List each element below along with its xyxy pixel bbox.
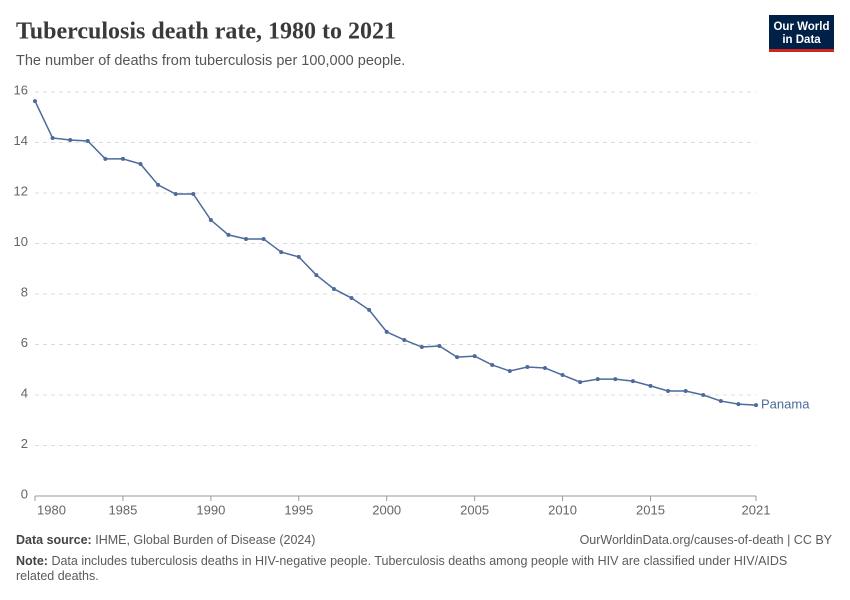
point bbox=[296, 254, 301, 259]
point bbox=[525, 364, 530, 369]
point bbox=[578, 380, 583, 385]
logo-text: in Data bbox=[782, 34, 821, 46]
source-label: Data source: bbox=[16, 533, 92, 547]
point bbox=[472, 354, 477, 359]
point bbox=[261, 236, 266, 241]
x-tick-label: 2021 bbox=[742, 502, 771, 517]
chart-title: Tuberculosis death rate, 1980 to 2021 bbox=[16, 19, 396, 45]
point bbox=[50, 135, 55, 140]
source: Data source: IHME, Global Burden of Dise… bbox=[16, 533, 315, 548]
y-tick-label: 14 bbox=[14, 133, 28, 148]
point bbox=[156, 182, 161, 187]
point bbox=[718, 399, 723, 404]
y-tick-label: 0 bbox=[21, 486, 28, 501]
note: Note: Data includes tuberculosis deaths … bbox=[16, 554, 816, 584]
point bbox=[736, 402, 741, 407]
note-text: Data includes tuberculosis deaths in HIV… bbox=[16, 554, 788, 583]
point bbox=[560, 373, 565, 378]
point bbox=[279, 250, 284, 255]
point bbox=[68, 137, 73, 142]
point bbox=[384, 329, 389, 334]
x-tick-label: 2010 bbox=[548, 502, 577, 517]
point bbox=[542, 365, 547, 370]
point bbox=[402, 337, 407, 342]
y-tick-label: 8 bbox=[21, 284, 28, 299]
point bbox=[226, 232, 231, 237]
point bbox=[331, 286, 336, 291]
point bbox=[648, 383, 653, 388]
point bbox=[314, 273, 319, 278]
point bbox=[754, 403, 758, 408]
y-tick-label: 10 bbox=[14, 234, 28, 249]
logo-bar bbox=[769, 49, 834, 52]
point bbox=[244, 236, 249, 241]
point bbox=[419, 345, 424, 350]
point bbox=[666, 388, 671, 393]
point bbox=[103, 156, 108, 161]
point bbox=[173, 192, 178, 197]
y-tick-label: 12 bbox=[14, 183, 28, 198]
x-tick-label: 1990 bbox=[196, 502, 225, 517]
point bbox=[367, 307, 372, 312]
point bbox=[349, 296, 354, 301]
point bbox=[701, 393, 706, 397]
x-tick-label: 2005 bbox=[460, 502, 489, 517]
point bbox=[120, 156, 125, 161]
y-tick-label: 2 bbox=[21, 436, 28, 451]
point bbox=[191, 192, 196, 197]
point bbox=[138, 161, 143, 166]
note-label: Note: bbox=[16, 554, 48, 568]
point bbox=[613, 377, 618, 382]
logo-text: Our World bbox=[773, 21, 829, 33]
y-tick-label: 6 bbox=[21, 335, 28, 350]
y-tick-label: 4 bbox=[21, 385, 28, 400]
source-text: IHME, Global Burden of Disease (2024) bbox=[95, 533, 316, 547]
x-tick-label: 1995 bbox=[284, 502, 313, 517]
point bbox=[595, 377, 600, 382]
x-tick-label: 1985 bbox=[108, 502, 137, 517]
logo-box bbox=[769, 15, 834, 52]
point bbox=[33, 99, 37, 104]
point bbox=[437, 344, 442, 349]
x-tick-label: 2015 bbox=[636, 502, 665, 517]
point bbox=[683, 388, 688, 393]
x-tick-label: 2000 bbox=[372, 502, 401, 517]
line bbox=[34, 100, 757, 406]
series-label: Panama bbox=[761, 397, 810, 412]
chart-subtitle: The number of deaths from tuberculosis p… bbox=[16, 53, 405, 69]
point bbox=[208, 218, 213, 223]
url: OurWorldinData.org/causes-of-death | CC … bbox=[579, 533, 832, 547]
y-tick-label: 16 bbox=[14, 82, 28, 97]
point bbox=[455, 355, 460, 360]
point bbox=[507, 369, 512, 374]
point bbox=[630, 379, 635, 384]
point bbox=[85, 138, 90, 143]
point bbox=[490, 362, 495, 367]
x-tick-label: 1980 bbox=[37, 502, 66, 517]
